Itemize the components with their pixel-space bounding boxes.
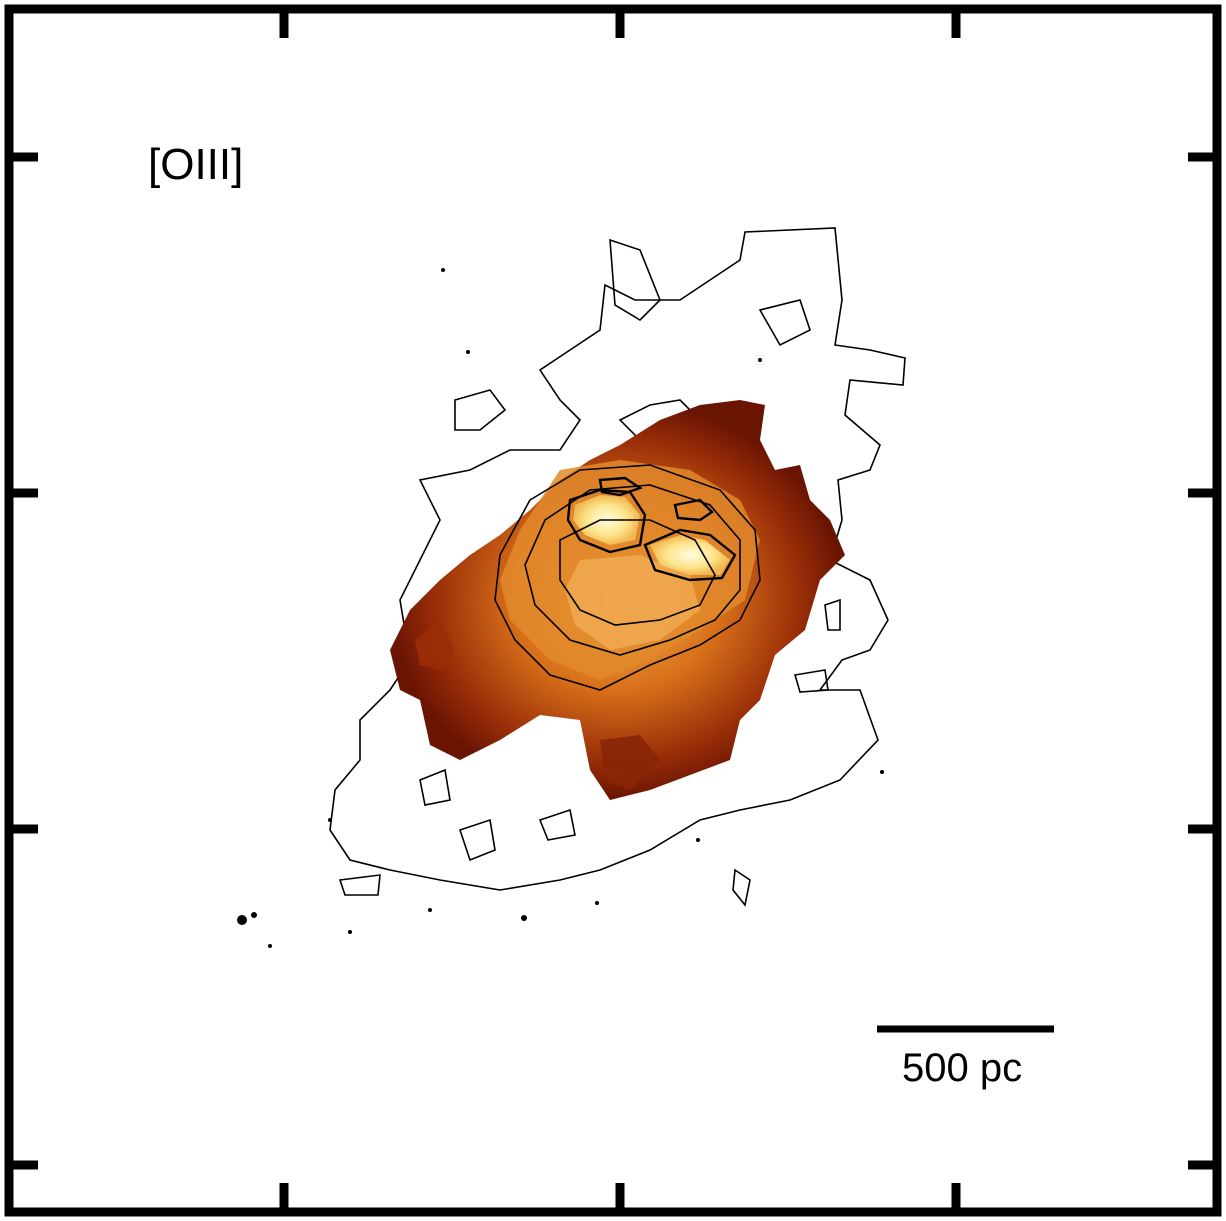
panel-label: [OIII] bbox=[148, 140, 244, 189]
emission-region bbox=[390, 400, 845, 800]
plot-frame bbox=[4, 4, 1222, 1217]
scale-bar-label: 500 pc bbox=[902, 1046, 1023, 1090]
tick-marks bbox=[13, 13, 1213, 1208]
noise-specks bbox=[237, 268, 884, 948]
inner-contours bbox=[494, 464, 761, 691]
